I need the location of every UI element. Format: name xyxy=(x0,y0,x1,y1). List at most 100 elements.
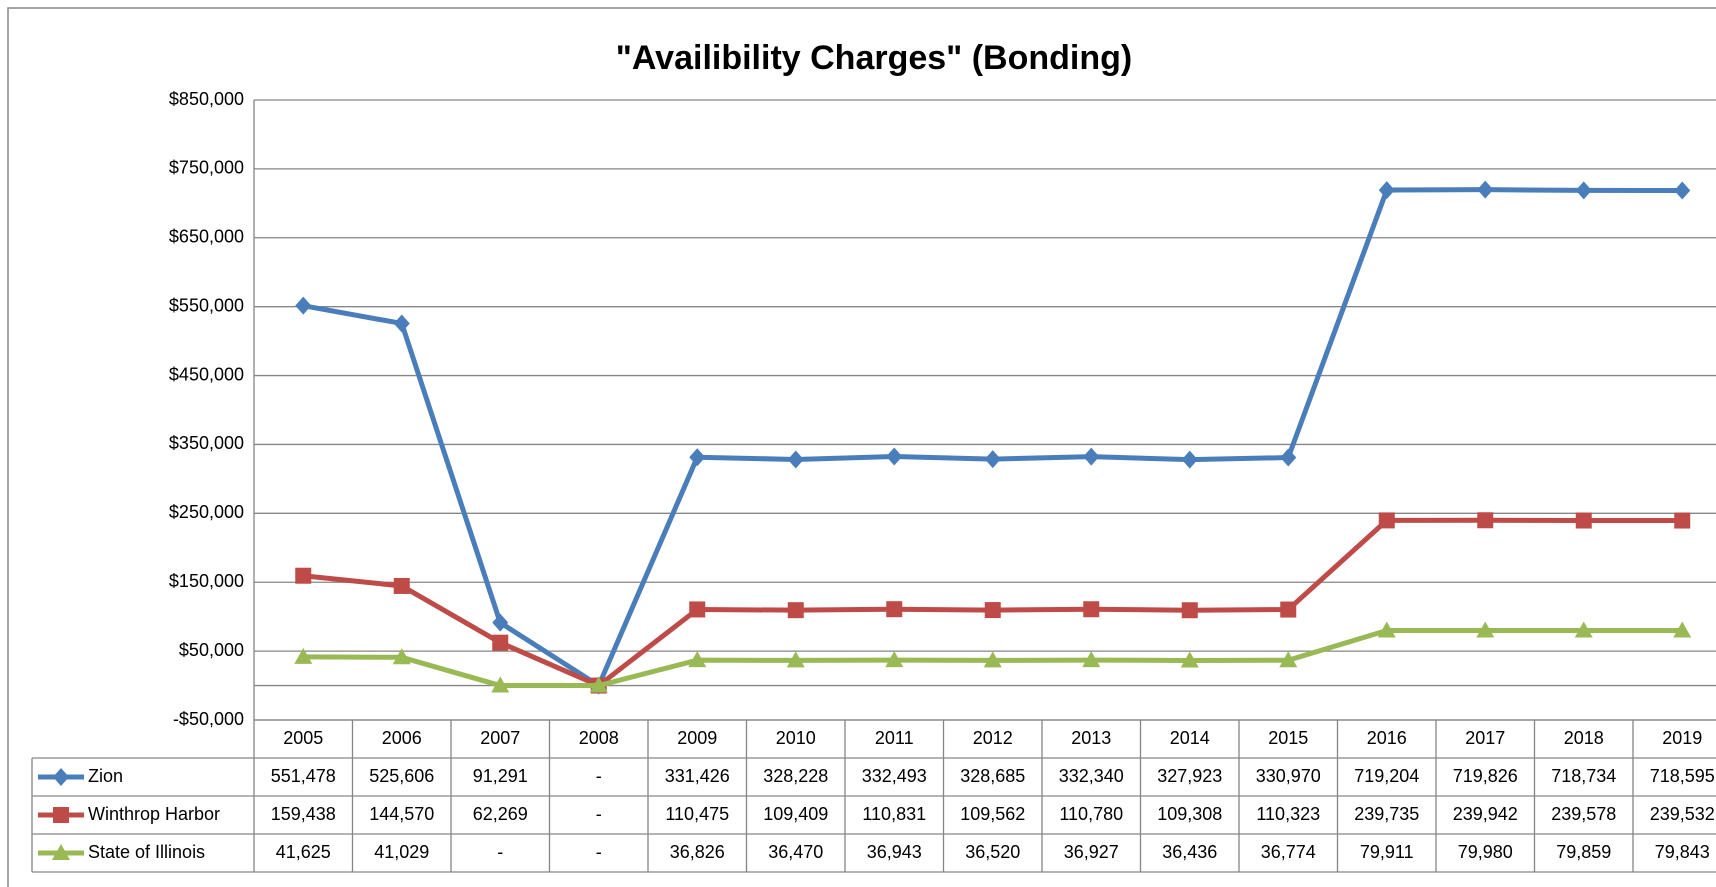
table-value: 159,438 xyxy=(271,804,336,824)
marker xyxy=(1378,181,1395,200)
table-value: 79,911 xyxy=(1360,842,1414,862)
chart-title: "Availibility Charges" (Bonding) xyxy=(616,39,1132,77)
y-tick-label: $850,000 xyxy=(169,89,244,109)
marker xyxy=(1674,181,1691,200)
marker xyxy=(886,601,903,618)
table-value: 110,831 xyxy=(862,804,926,824)
table-value: 79,980 xyxy=(1458,842,1513,862)
table-value: 239,942 xyxy=(1453,804,1518,824)
table-value: 110,323 xyxy=(1256,804,1320,824)
y-tick-label: $250,000 xyxy=(169,502,244,522)
marker xyxy=(53,807,69,823)
x-tick-label: 2005 xyxy=(283,728,323,748)
table-value: - xyxy=(596,766,602,786)
marker xyxy=(1181,602,1198,619)
marker xyxy=(1378,512,1395,529)
table-value: 330,970 xyxy=(1256,766,1321,786)
marker xyxy=(393,577,410,594)
table-value: 551,478 xyxy=(271,766,336,786)
marker xyxy=(1674,512,1691,529)
marker xyxy=(786,651,805,668)
table-value: 239,532 xyxy=(1650,804,1715,824)
x-tick-label: 2017 xyxy=(1465,728,1505,748)
marker xyxy=(689,601,706,618)
table-value: 36,927 xyxy=(1064,842,1119,862)
marker xyxy=(886,447,903,466)
table-value: 110,475 xyxy=(665,804,729,824)
marker xyxy=(491,676,510,693)
marker xyxy=(295,296,312,315)
table-value: 36,470 xyxy=(768,842,823,862)
table-value: - xyxy=(596,842,602,862)
x-tick-label: 2009 xyxy=(677,728,717,748)
table-value: 109,308 xyxy=(1157,804,1222,824)
table-value: 41,029 xyxy=(374,842,429,862)
marker xyxy=(295,567,312,584)
y-tick-label: $750,000 xyxy=(169,158,244,178)
marker xyxy=(52,844,70,860)
y-tick-label: $350,000 xyxy=(169,433,244,453)
y-tick-label: $50,000 xyxy=(179,640,244,660)
y-tick-label: $150,000 xyxy=(169,571,244,591)
marker xyxy=(393,314,410,333)
marker xyxy=(1574,621,1593,638)
x-tick-label: 2010 xyxy=(776,728,816,748)
legend-label: Winthrop Harbor xyxy=(88,804,220,824)
x-tick-label: 2014 xyxy=(1170,728,1210,748)
marker xyxy=(53,768,69,786)
y-tick-label: $450,000 xyxy=(169,364,244,384)
y-tick-label: $550,000 xyxy=(169,295,244,315)
table-value: 328,228 xyxy=(763,766,828,786)
table-value: 36,436 xyxy=(1162,842,1217,862)
marker xyxy=(294,647,313,664)
marker xyxy=(885,651,904,668)
table-value: 79,843 xyxy=(1655,842,1710,862)
x-tick-label: 2018 xyxy=(1564,728,1604,748)
x-tick-label: 2019 xyxy=(1662,728,1702,748)
table-value: 332,493 xyxy=(862,766,927,786)
table-value: 331,426 xyxy=(665,766,730,786)
marker xyxy=(1083,447,1100,466)
x-tick-label: 2013 xyxy=(1071,728,1111,748)
marker xyxy=(1082,651,1101,668)
marker xyxy=(1280,601,1297,618)
table-value: 718,595 xyxy=(1650,766,1715,786)
table-value: 41,625 xyxy=(276,842,331,862)
legend-label: State of Illinois xyxy=(88,842,205,862)
marker xyxy=(787,602,804,619)
table-value: 62,269 xyxy=(473,804,528,824)
marker xyxy=(689,448,706,467)
table-value: 79,859 xyxy=(1556,842,1611,862)
marker xyxy=(492,634,509,651)
marker xyxy=(984,602,1001,619)
table-value: 91,291 xyxy=(473,766,528,786)
table-value: 718,734 xyxy=(1551,766,1616,786)
table-value: 328,685 xyxy=(960,766,1025,786)
table-value: 239,578 xyxy=(1551,804,1616,824)
x-tick-label: 2006 xyxy=(382,728,422,748)
marker xyxy=(1673,621,1692,638)
marker xyxy=(589,676,608,693)
marker xyxy=(1180,651,1199,668)
marker xyxy=(1575,512,1592,529)
marker xyxy=(492,613,509,632)
marker xyxy=(1181,450,1198,469)
marker xyxy=(392,648,411,665)
marker xyxy=(1476,621,1495,638)
table-value: 109,562 xyxy=(960,804,1025,824)
marker xyxy=(983,651,1002,668)
table-value: 719,204 xyxy=(1354,766,1419,786)
table-value: 109,409 xyxy=(763,804,828,824)
y-tick-label: -$50,000 xyxy=(173,709,244,729)
table-value: - xyxy=(497,842,503,862)
table-value: 327,923 xyxy=(1157,766,1222,786)
marker xyxy=(1477,512,1494,529)
table-value: 36,520 xyxy=(965,842,1020,862)
marker xyxy=(1575,181,1592,200)
table-value: 332,340 xyxy=(1059,766,1124,786)
x-tick-label: 2016 xyxy=(1367,728,1407,748)
marker xyxy=(1279,651,1298,668)
table-value: 36,943 xyxy=(867,842,922,862)
